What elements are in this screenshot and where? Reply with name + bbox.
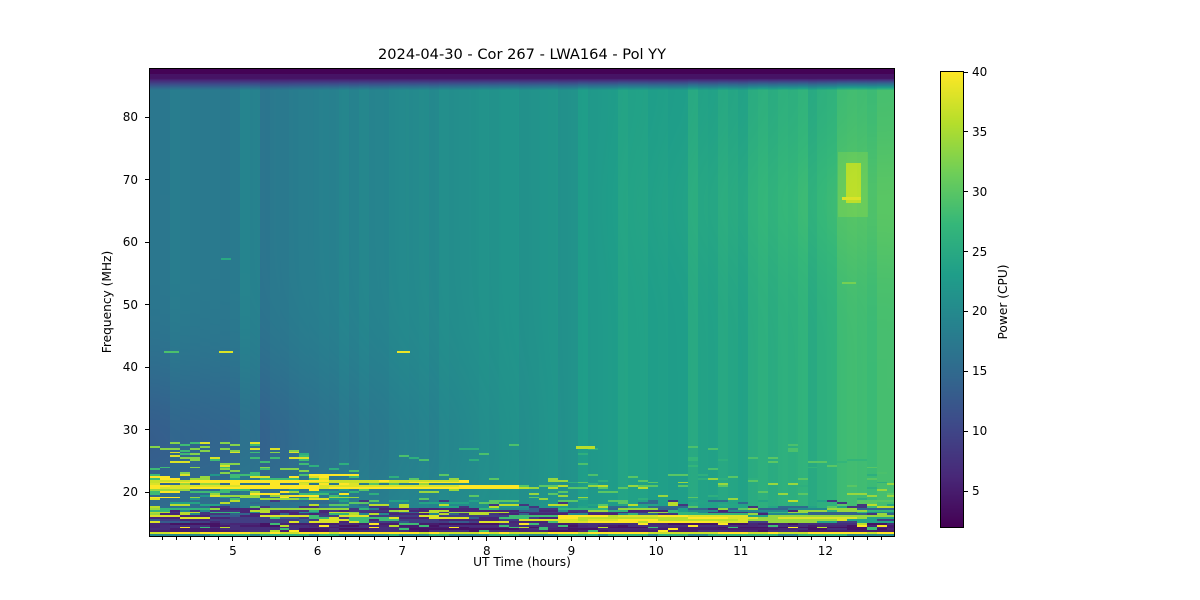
y-tick-label: 50 — [122, 297, 138, 312]
x-tick-label: 8 — [483, 544, 491, 558]
chart-title: 2024-04-30 - Cor 267 - LWA164 - Pol YY — [377, 46, 667, 63]
x-minor-tick — [697, 537, 699, 540]
x-tick-label: 11 — [733, 544, 749, 558]
x-minor-tick — [599, 537, 601, 540]
x-minor-tick — [754, 537, 756, 540]
spectrogram-canvas — [150, 69, 894, 536]
x-minor-tick — [472, 537, 474, 540]
x-minor-tick — [669, 537, 671, 540]
y-tick-label: 70 — [122, 172, 138, 187]
colorbar-tick-label: 5 — [972, 484, 980, 499]
x-minor-tick — [415, 537, 417, 540]
colorbar-tick-label: 30 — [972, 184, 988, 199]
x-minor-tick — [486, 537, 488, 540]
x-minor-tick — [260, 537, 262, 540]
x-minor-tick — [387, 537, 389, 540]
x-minor-tick — [881, 537, 883, 540]
colorbar-tick — [964, 191, 968, 193]
x-minor-tick — [331, 537, 333, 540]
x-minor-tick — [274, 537, 276, 540]
x-minor-tick — [571, 537, 573, 540]
y-tick — [145, 429, 149, 431]
x-minor-tick — [839, 537, 841, 540]
x-minor-tick — [641, 537, 643, 540]
x-minor-tick — [740, 537, 742, 540]
y-tick-label: 60 — [122, 235, 138, 250]
x-minor-tick — [345, 537, 347, 540]
x-tick-label: 10 — [648, 544, 664, 558]
y-tick-label: 80 — [122, 110, 138, 125]
y-tick — [145, 116, 149, 118]
x-minor-tick — [683, 537, 685, 540]
x-axis-label: UT Time (hours) — [473, 555, 571, 569]
colorbar-tick — [964, 490, 968, 492]
x-minor-tick — [627, 537, 629, 540]
y-tick — [145, 491, 149, 493]
x-minor-tick — [232, 537, 234, 540]
x-minor-tick — [768, 537, 770, 540]
x-minor-tick — [613, 537, 615, 540]
y-tick — [145, 366, 149, 368]
colorbar-tick-label: 35 — [972, 124, 988, 139]
colorbar-tick — [964, 131, 968, 133]
colorbar-tick-label: 10 — [972, 424, 988, 439]
x-tick-label: 7 — [398, 544, 407, 558]
x-minor-tick — [444, 537, 446, 540]
x-minor-tick — [190, 537, 192, 540]
x-minor-tick — [585, 537, 587, 540]
colorbar-tick-label: 15 — [972, 364, 988, 379]
x-minor-tick — [218, 537, 220, 540]
x-minor-tick — [429, 537, 431, 540]
y-tick-label: 40 — [122, 360, 138, 375]
x-minor-tick — [204, 537, 206, 540]
y-tick-label: 30 — [122, 422, 138, 437]
x-tick-label: 5 — [229, 544, 237, 558]
x-minor-tick — [317, 537, 319, 540]
y-tick-label: 20 — [122, 485, 138, 500]
x-minor-tick — [712, 537, 714, 540]
plot-border — [149, 68, 895, 537]
x-minor-tick — [726, 537, 728, 540]
colorbar-tick-label: 20 — [972, 304, 988, 319]
colorbar-tick — [964, 71, 968, 73]
x-minor-tick — [853, 537, 855, 540]
x-minor-tick — [810, 537, 812, 540]
colorbar-tick — [964, 251, 968, 253]
colorbar-tick — [964, 370, 968, 372]
y-tick — [145, 304, 149, 306]
x-minor-tick — [514, 537, 516, 540]
x-minor-tick — [542, 537, 544, 540]
x-minor-tick — [556, 537, 558, 540]
colorbar-border — [940, 71, 964, 528]
colorbar-canvas — [941, 72, 963, 527]
x-minor-tick — [500, 537, 502, 540]
x-minor-tick — [401, 537, 403, 540]
x-tick-label: 12 — [817, 544, 834, 558]
x-minor-tick — [246, 537, 248, 540]
x-minor-tick — [161, 537, 163, 540]
x-minor-tick — [782, 537, 784, 540]
x-minor-tick — [655, 537, 657, 540]
x-minor-tick — [867, 537, 869, 540]
colorbar-label: Power (CPU) — [996, 264, 1010, 340]
y-tick — [145, 241, 149, 243]
colorbar-tick — [964, 430, 968, 432]
x-minor-tick — [359, 537, 361, 540]
x-minor-tick — [176, 537, 178, 540]
x-minor-tick — [373, 537, 375, 540]
x-tick-label: 6 — [313, 544, 322, 558]
x-minor-tick — [824, 537, 826, 540]
colorbar-tick — [964, 310, 968, 312]
x-minor-tick — [528, 537, 530, 540]
x-minor-tick — [796, 537, 798, 540]
x-minor-tick — [302, 537, 304, 540]
colorbar-tick-label: 25 — [972, 244, 988, 259]
y-tick — [145, 179, 149, 181]
x-tick-label: 9 — [567, 544, 576, 558]
x-minor-tick — [288, 537, 290, 540]
colorbar-tick-label: 40 — [972, 65, 988, 79]
x-minor-tick — [458, 537, 460, 540]
